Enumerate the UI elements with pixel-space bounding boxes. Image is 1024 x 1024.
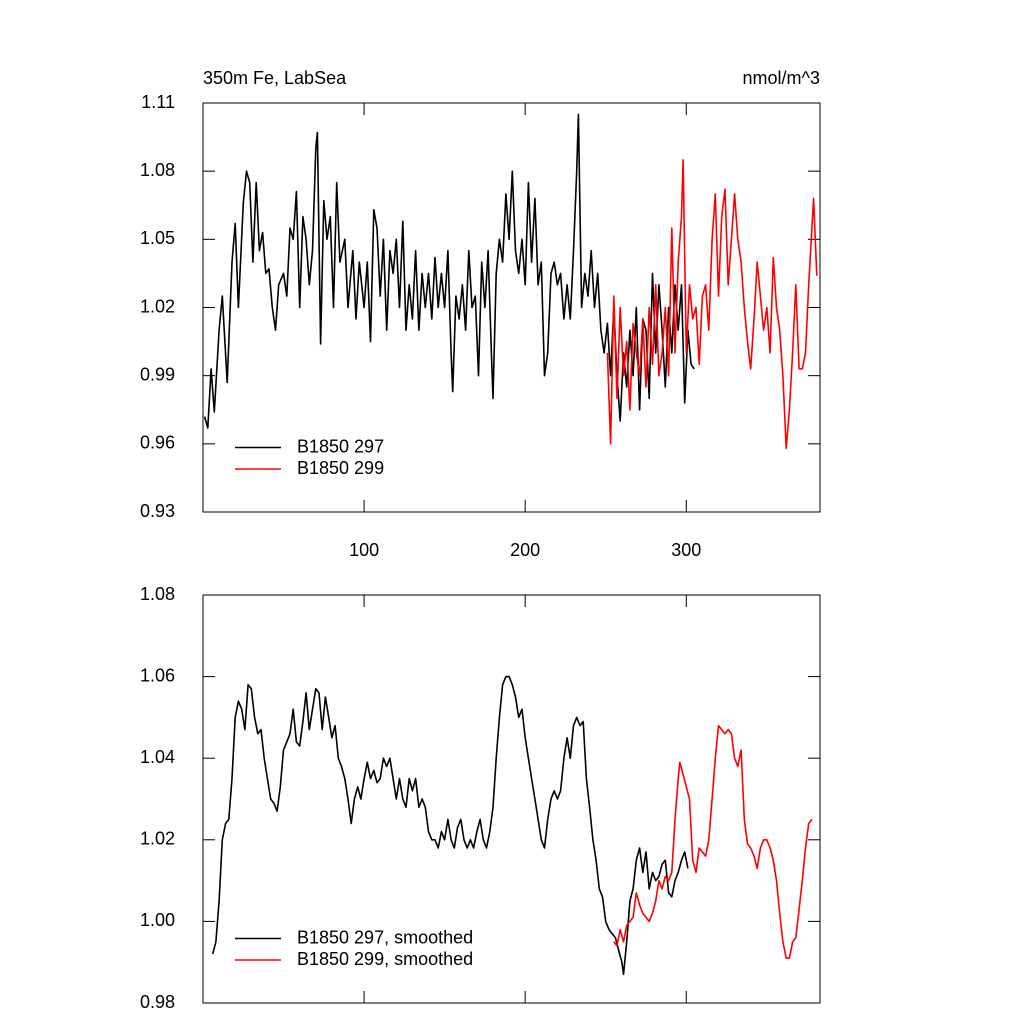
y-tick-label: 0.98 [140, 992, 175, 1012]
y-tick-label: 1.05 [140, 228, 175, 248]
x-tick-label: 300 [671, 540, 701, 560]
data-line [613, 724, 813, 959]
units-label: nmol/m^3 [743, 68, 820, 88]
y-tick-label: 1.11 [141, 92, 175, 112]
legend-label: B1850 299 [297, 458, 384, 478]
chart-title: 350m Fe, LabSea [203, 68, 347, 88]
y-tick-label: 1.06 [140, 665, 175, 685]
data-line [203, 113, 695, 429]
legend-label: B1850 297 [297, 436, 384, 456]
plot-frame [202, 594, 821, 1004]
y-tick-label: 1.04 [140, 747, 175, 767]
y-tick-label: 0.93 [140, 501, 175, 521]
y-tick-label: 1.02 [140, 829, 175, 849]
y-tick-label: 1.08 [140, 584, 175, 604]
y-tick-label: 1.00 [140, 910, 175, 930]
legend-label: B1850 299, smoothed [297, 949, 473, 969]
y-tick-label: 0.96 [140, 433, 175, 453]
x-tick-label: 200 [510, 540, 540, 560]
y-tick-label: 1.02 [140, 296, 175, 316]
plot-frame [202, 102, 821, 513]
data-line [211, 675, 689, 976]
x-tick-label: 100 [349, 540, 379, 560]
legend-label: B1850 297, smoothed [297, 927, 473, 947]
y-tick-label: 0.99 [140, 364, 175, 384]
data-line [606, 159, 818, 450]
y-tick-label: 1.08 [140, 160, 175, 180]
